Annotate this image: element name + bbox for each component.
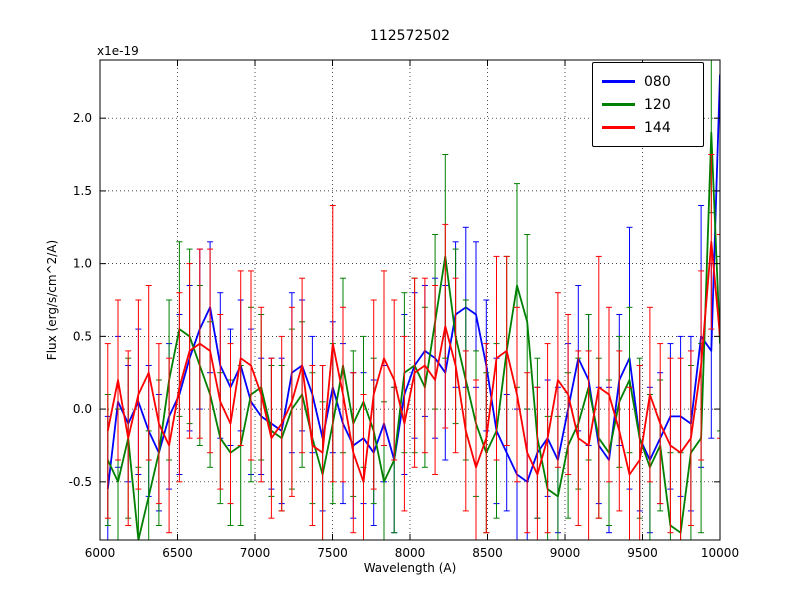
- legend-label: 080: [644, 73, 671, 90]
- svg-text:9000: 9000: [550, 546, 581, 560]
- legend-line-sample-green: [602, 103, 635, 106]
- svg-text:8500: 8500: [472, 546, 503, 560]
- legend-item-120: 120: [602, 93, 694, 116]
- legend-label: 144: [644, 119, 671, 136]
- legend-label: 120: [644, 96, 671, 113]
- legend-item-080: 080: [602, 70, 694, 93]
- legend-item-144: 144: [602, 116, 694, 139]
- legend-line-sample-blue: [602, 80, 635, 83]
- svg-text:1.0: 1.0: [73, 257, 92, 271]
- legend: 080 120 144: [592, 62, 704, 147]
- svg-text:2.0: 2.0: [73, 111, 92, 125]
- svg-text:0.0: 0.0: [73, 402, 92, 416]
- svg-text:1.5: 1.5: [73, 184, 92, 198]
- y-axis-offset-label: x1e-19: [97, 44, 139, 58]
- svg-text:7500: 7500: [317, 546, 348, 560]
- svg-text:6500: 6500: [162, 546, 193, 560]
- y-axis-label: Flux (erg/s/cm^2/A): [45, 239, 59, 361]
- chart-title: 112572502: [369, 28, 451, 44]
- x-axis-label: Wavelength (A): [363, 561, 457, 575]
- svg-text:-0.5: -0.5: [69, 475, 92, 489]
- svg-text:9500: 9500: [627, 546, 658, 560]
- svg-text:0.5: 0.5: [73, 329, 92, 343]
- svg-text:7000: 7000: [240, 546, 271, 560]
- svg-text:8000: 8000: [395, 546, 426, 560]
- svg-text:6000: 6000: [85, 546, 116, 560]
- svg-text:10000: 10000: [701, 546, 739, 560]
- legend-line-sample-red: [602, 126, 635, 129]
